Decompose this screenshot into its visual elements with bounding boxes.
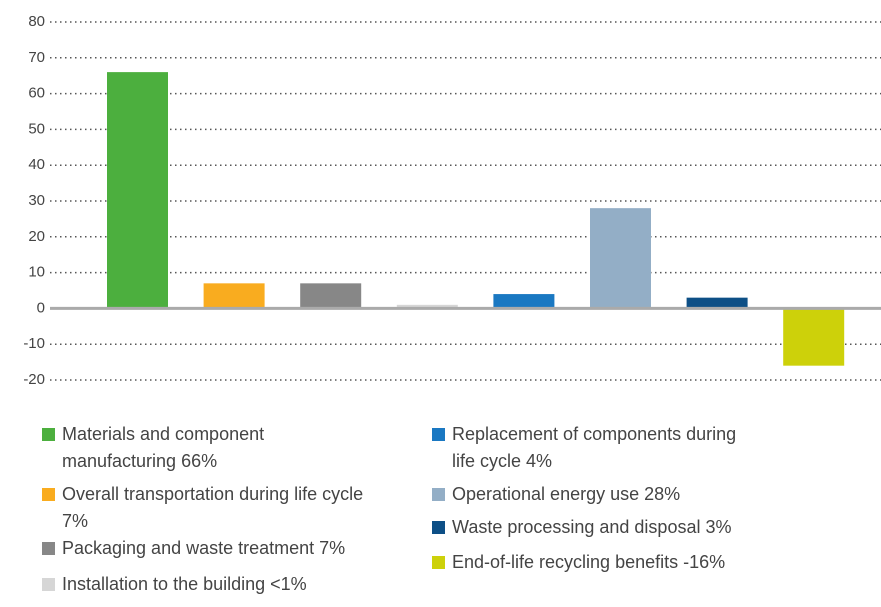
legend-swatch (42, 578, 55, 591)
legend-item: Replacement of components during life cy… (432, 421, 762, 475)
legend-swatch (432, 488, 445, 501)
legend-item: Waste processing and disposal 3% (432, 514, 762, 541)
y-tick-label: 20 (28, 228, 45, 245)
bar (686, 297, 748, 309)
legend-swatch (42, 428, 55, 441)
legend-item: Operational energy use 28% (432, 481, 762, 508)
legend-label: Materials and component manufacturing 66… (62, 424, 265, 471)
legend-item: Overall transportation during life cycle… (42, 481, 372, 535)
legend-item: End-of-life recycling benefits -16% (432, 549, 762, 576)
y-tick-label: 30 (28, 192, 45, 209)
legend-swatch (432, 521, 445, 534)
bar (203, 283, 265, 309)
chart: -20 -10 0 10 20 30 40 50 60 70 80 (23, 13, 881, 388)
y-tick-label: 80 (28, 13, 45, 30)
y-tick-label: 40 (28, 156, 45, 173)
legend-swatch (432, 428, 445, 441)
legend-label: Overall transportation during life cycle… (62, 484, 364, 531)
y-tick-label: -10 (23, 335, 45, 352)
y-tick-label: 70 (28, 49, 45, 66)
bar (783, 308, 845, 366)
legend-label: Packaging and waste treatment 7% (62, 538, 346, 558)
legend-item: Packaging and waste treatment 7% (42, 535, 372, 562)
y-tick-label: 50 (28, 120, 45, 137)
bar (590, 208, 651, 309)
bar (396, 304, 458, 309)
legend-item: Installation to the building <1% (42, 571, 372, 598)
legend-label: End-of-life recycling benefits -16% (452, 552, 726, 572)
bar (300, 283, 362, 309)
legend-label: Replacement of components during life cy… (452, 424, 737, 471)
y-tick-label: 10 (28, 264, 45, 281)
legend-label: Waste processing and disposal 3% (452, 517, 732, 537)
y-tick-label: 0 (37, 299, 45, 316)
legend-item: Materials and component manufacturing 66… (42, 421, 372, 475)
y-tick-label: -20 (23, 371, 45, 388)
legend-swatch (42, 542, 55, 555)
bar (493, 294, 555, 309)
legend-swatch (432, 556, 445, 569)
bar (107, 72, 168, 309)
legend-label: Installation to the building <1% (62, 574, 307, 594)
y-tick-label: 60 (28, 85, 45, 102)
legend-label: Operational energy use 28% (452, 484, 681, 504)
legend-swatch (42, 488, 55, 501)
